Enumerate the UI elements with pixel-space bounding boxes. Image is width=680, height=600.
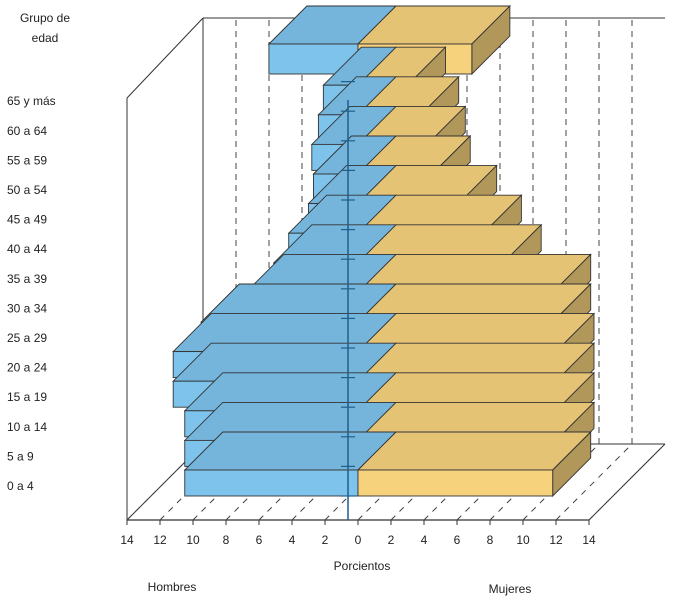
category-label: 60 a 64 <box>7 124 47 138</box>
legend-hombres: Hombres <box>148 580 197 594</box>
category-label: 0 a 4 <box>7 479 34 493</box>
x-tick-label: 12 <box>549 533 563 547</box>
center-axis <box>341 80 355 520</box>
x-tick-label: 10 <box>186 533 200 547</box>
x-tick-label: 8 <box>223 533 230 547</box>
x-tick-label: 8 <box>487 533 494 547</box>
bars <box>172 4 596 498</box>
category-label: 30 a 34 <box>7 301 47 315</box>
x-tick-label: 0 <box>355 533 362 547</box>
x-tick-label: 6 <box>256 533 263 547</box>
gridline-floor <box>555 443 633 521</box>
x-tick-labels: 14 12 10 8 6 4 2 0 2 4 6 8 10 12 14 <box>120 533 596 547</box>
category-label: 55 a 59 <box>7 153 47 167</box>
category-label: 10 a 14 <box>7 420 47 434</box>
y-axis-title-line-1: Grupo de <box>20 11 70 25</box>
x-tick-label: 2 <box>388 533 395 547</box>
labels: Grupo de edad Porcientos Hombres Mujeres <box>20 11 531 596</box>
x-tick-label: 10 <box>516 533 530 547</box>
x-tick-label: 12 <box>153 533 167 547</box>
x-tick-label: 14 <box>582 533 596 547</box>
legend-mujeres: Mujeres <box>489 582 532 596</box>
x-axis-title: Porcientos <box>334 559 391 573</box>
y-axis-title-line-2: edad <box>32 31 59 45</box>
category-labels: 0 a 4 5 a 9 10 a 14 15 a 19 20 a 24 25 a 29 30… <box>7 94 56 493</box>
category-label: 40 a 44 <box>7 242 47 256</box>
x-tick-label: 2 <box>322 533 329 547</box>
bar-mujeres-0 <box>356 430 592 498</box>
category-label: 35 a 39 <box>7 272 47 286</box>
x-tick-label: 4 <box>421 533 428 547</box>
x-tick-label: 14 <box>120 533 134 547</box>
x-tick-label: 4 <box>289 533 296 547</box>
category-label: 45 a 49 <box>7 213 47 227</box>
gridline-floor <box>588 443 666 521</box>
x-tick-label: 6 <box>454 533 461 547</box>
category-label: 25 a 29 <box>7 331 47 345</box>
category-label: 15 a 19 <box>7 390 47 404</box>
category-label: 65 y más <box>7 94 56 108</box>
category-label: 20 a 24 <box>7 361 47 375</box>
category-label: 50 a 54 <box>7 183 47 197</box>
bar-hombres-0 <box>183 431 398 497</box>
left-wall-top-edge <box>126 17 204 99</box>
category-label: 5 a 9 <box>7 449 34 463</box>
